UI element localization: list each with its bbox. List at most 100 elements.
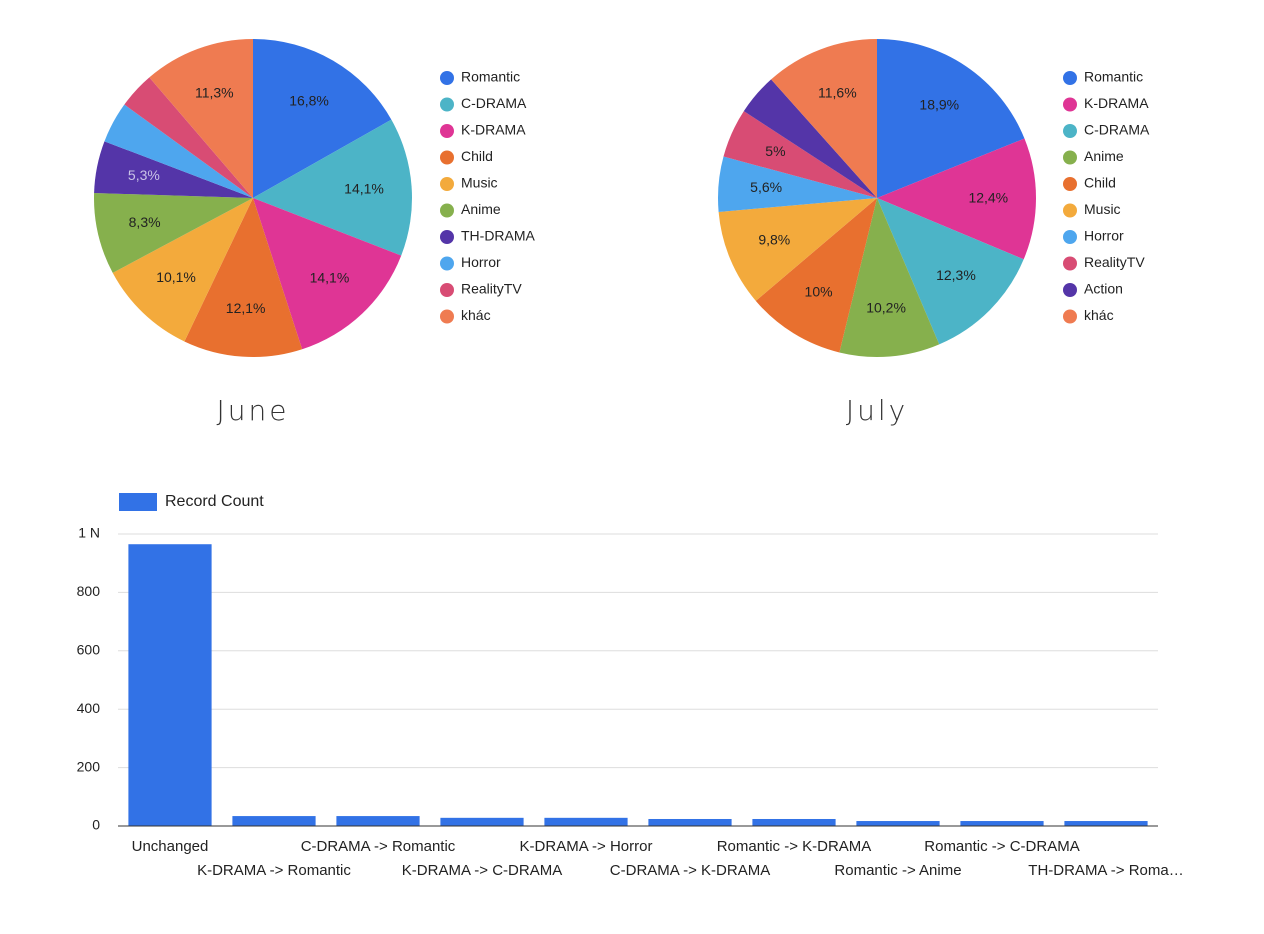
legend-swatch	[440, 150, 454, 165]
bar	[960, 821, 1044, 826]
legend-swatch	[1063, 150, 1077, 165]
y-tick-label: 1 N	[78, 525, 100, 541]
bar	[1064, 821, 1148, 826]
slice-label: 5,6%	[750, 179, 782, 195]
pie-slice	[877, 138, 1036, 260]
x-tick-label: K-DRAMA -> Romantic	[197, 862, 351, 879]
bar	[648, 818, 732, 826]
bar	[440, 817, 524, 826]
pie-title: July	[846, 394, 908, 427]
legend-label: RealityTV	[461, 281, 522, 297]
y-tick-label: 200	[77, 758, 101, 774]
slice-label: 10,2%	[866, 300, 906, 316]
slice-label: 12,3%	[936, 267, 976, 283]
x-tick-label: K-DRAMA -> C-DRAMA	[402, 862, 562, 879]
legend-swatch	[1063, 283, 1077, 297]
pie-slice	[877, 39, 1025, 198]
y-tick-label: 400	[77, 700, 101, 716]
y-tick-label: 800	[77, 583, 101, 599]
pie-slice	[718, 198, 877, 301]
y-tick-label: 0	[92, 817, 100, 833]
legend-swatch	[440, 177, 454, 191]
x-tick-label: TH-DRAMA -> Roma…	[1028, 862, 1183, 879]
legend-swatch	[440, 283, 454, 297]
pie-slice	[743, 79, 877, 198]
bar	[856, 821, 940, 826]
pie-slice	[94, 193, 253, 273]
legend-label: Romantic	[461, 69, 520, 85]
legend-label: Action	[1084, 281, 1123, 297]
x-tick-label: Romantic -> K-DRAMA	[717, 838, 872, 855]
pie-slice	[877, 198, 1024, 345]
legend-label: K-DRAMA	[1084, 95, 1149, 111]
pie-slice	[104, 104, 253, 198]
pie-slice	[149, 39, 253, 198]
slice-label: 14,1%	[344, 181, 384, 197]
legend-swatch	[440, 203, 454, 218]
legend-label: Anime	[461, 201, 501, 217]
legend-swatch	[440, 97, 454, 112]
slice-label: 5,3%	[128, 167, 160, 183]
pie-slice	[112, 198, 253, 342]
pie-slice	[723, 111, 877, 198]
bar	[232, 816, 316, 826]
x-tick-label: Unchanged	[132, 838, 209, 855]
legend-swatch	[440, 230, 454, 244]
legend-swatch	[1063, 309, 1077, 324]
slice-label: 12,1%	[226, 300, 266, 316]
legend-swatch	[1063, 124, 1077, 138]
pie-slice	[124, 77, 253, 198]
legend-swatch	[1063, 256, 1077, 271]
y-tick-label: 600	[77, 642, 101, 658]
slice-label: 18,9%	[919, 96, 959, 112]
slice-label: 10,1%	[156, 269, 196, 285]
legend-label: Record Count	[165, 493, 264, 510]
legend-label: Horror	[1084, 228, 1124, 244]
legend-label: Anime	[1084, 148, 1124, 164]
slice-label: 12,4%	[968, 189, 1008, 205]
slice-label: 16,8%	[289, 93, 329, 109]
x-tick-label: Romantic -> Anime	[834, 862, 961, 879]
pie-slice	[771, 39, 877, 198]
slice-label: 14,1%	[310, 270, 350, 286]
legend-swatch	[440, 309, 454, 324]
legend-swatch	[440, 71, 454, 85]
pie-slice	[253, 198, 402, 350]
pie-slice	[253, 39, 392, 198]
x-tick-label: K-DRAMA -> Horror	[520, 838, 653, 855]
legend-swatch	[1063, 97, 1077, 112]
bar	[128, 544, 212, 826]
legend-label: khác	[461, 307, 491, 323]
legend-swatch	[1063, 71, 1077, 85]
bar	[544, 817, 628, 826]
pie-slice	[755, 198, 877, 353]
legend-swatch	[1063, 177, 1077, 191]
slice-label: 5%	[765, 143, 785, 159]
legend-swatch	[440, 124, 454, 138]
legend-swatch	[119, 493, 157, 511]
legend-label: Horror	[461, 254, 501, 270]
pie-slice	[839, 198, 940, 357]
legend-label: K-DRAMA	[461, 122, 526, 138]
legend-swatch	[1063, 230, 1077, 244]
x-tick-label: Romantic -> C-DRAMA	[924, 838, 1079, 855]
x-tick-label: C-DRAMA -> K-DRAMA	[610, 862, 770, 879]
legend-label: RealityTV	[1084, 254, 1145, 270]
slice-label: 11,3%	[195, 84, 234, 100]
legend-label: Music	[1084, 201, 1121, 217]
legend-label: Child	[1084, 175, 1116, 191]
slice-label: 9,8%	[758, 232, 790, 248]
x-tick-label: C-DRAMA -> Romantic	[301, 838, 456, 855]
pie-slice	[94, 141, 253, 198]
pie-slice	[184, 198, 303, 357]
legend-label: C-DRAMA	[461, 95, 527, 111]
bar	[752, 818, 836, 826]
legend-label: Music	[461, 175, 498, 191]
legend-label: Romantic	[1084, 69, 1143, 85]
legend-swatch	[1063, 203, 1077, 218]
bar	[336, 816, 420, 826]
slice-label: 11,6%	[818, 85, 857, 101]
pie-title: June	[217, 394, 290, 427]
legend-label: khác	[1084, 307, 1114, 323]
